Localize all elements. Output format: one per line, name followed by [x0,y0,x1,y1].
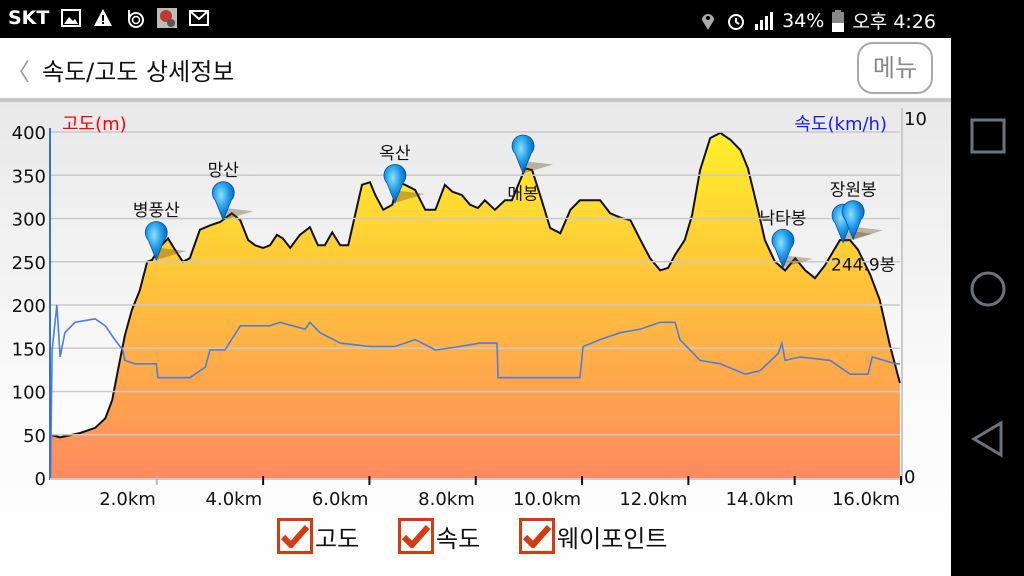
waypoint-label: 낙타봉 [760,209,807,229]
y-tick-label: 150 [12,339,46,360]
checkmark-icon [523,525,551,548]
legend-label: 속도 [436,524,481,553]
right-y-tick-label: 10 [904,109,927,130]
speed-axis-title: 속도(km/h) [794,114,887,135]
map-pin-icon [383,164,407,205]
right-y-tick-label: 0 [904,467,915,488]
checkmark-icon [402,525,430,548]
map-pin-icon [144,221,168,262]
status-bar: SKT 34% 오후 4:26 [0,0,1024,38]
x-tick-label: 4.0km [206,489,263,510]
y-tick-label: 400 [12,123,46,144]
pin-shadow [853,227,884,240]
x-tick-label: 6.0km [312,489,369,510]
app-notification-icon [157,8,178,28]
waypoint-label: 매봉 [507,185,538,205]
header-divider [0,98,951,102]
checkbox-waypoint[interactable] [519,518,555,554]
map-pin-icon [771,228,795,269]
location-icon [702,13,715,30]
x-tick-label: 2.0km [99,489,156,510]
signal-icon [755,11,774,30]
y-tick-label: 250 [12,253,46,274]
menu-button[interactable]: 메뉴 [857,42,933,94]
y-tick-label: 300 [12,210,46,231]
chevron-left-icon[interactable]: 〈 [6,58,30,86]
legend-speed-toggle[interactable]: 속도 [398,518,480,554]
map-pin-icon [841,200,865,241]
legend-label: 웨이포인트 [557,524,668,553]
y-tick-label: 100 [12,383,46,404]
x-tick-label: 8.0km [418,489,475,510]
pin-shadow [156,248,187,261]
y-tick-label: 200 [12,296,46,317]
navigation-bar [951,38,1024,576]
x-tick-label: 12.0km [619,489,687,510]
x-tick-label: 14.0km [726,489,794,510]
battery-icon [832,9,845,32]
altitude-axis-title: 고도(m) [62,114,127,135]
altitude-line [50,131,901,439]
y-tick-label: 0 [35,469,46,490]
map-pin-icon [211,181,235,222]
warning-icon [94,9,113,26]
battery-percent: 34% [782,9,825,32]
waypoint-label: 망산 [208,161,240,181]
chart-legend: 고도 속도 웨이포인트 [0,518,951,558]
waypoint-label: 병풍산 [133,201,180,221]
pin-shadow [223,208,254,221]
carrier-label: SKT [8,7,50,29]
home-icon[interactable] [969,270,1007,308]
x-tick-label: 10.0km [513,489,581,510]
legend-label: 고도 [315,524,360,553]
alarm-icon [728,13,745,30]
b-app-icon [128,10,145,28]
map-pin-icon [511,134,535,175]
legend-waypoint-toggle[interactable]: 웨이포인트 [519,518,667,554]
x-tick-label: 16.0km [832,489,900,510]
back-icon[interactable] [971,420,1005,458]
waypoint-label: 장원봉 [830,180,877,200]
y-tick-label: 50 [23,426,46,447]
missed-call-icon [189,10,210,26]
checkmark-icon [281,525,309,548]
image-icon [61,9,82,27]
pin-shadow [394,190,425,203]
page-title: 속도/고도 상세정보 [42,58,235,86]
app-header: 〈 속도/고도 상세정보 메뉴 [0,38,951,98]
pin-shadow [523,161,554,174]
clock: 오후 4:26 [852,11,936,33]
recent-apps-icon[interactable] [970,118,1006,154]
checkbox-speed[interactable] [398,518,434,554]
checkbox-altitude[interactable] [277,518,313,554]
pin-shadow [782,255,813,268]
waypoint-label: 244.9봉 [831,256,895,276]
legend-altitude-toggle[interactable]: 고도 [277,518,359,554]
waypoint-label: 옥산 [379,144,411,164]
y-tick-label: 350 [12,166,46,187]
speed-line [49,304,900,479]
